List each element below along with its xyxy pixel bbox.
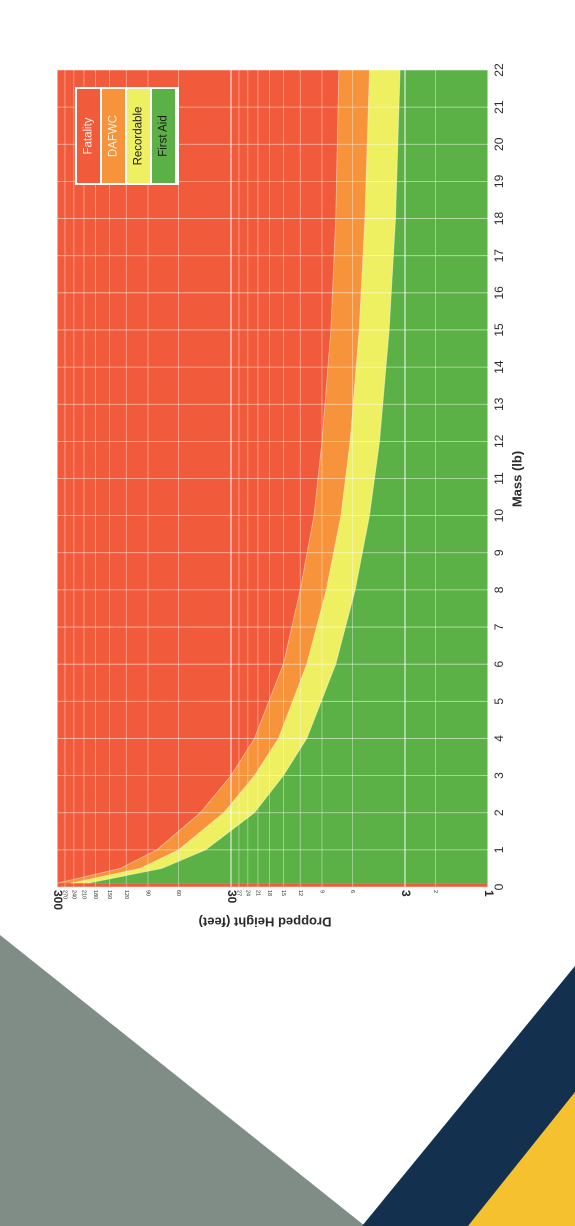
- x-tick-label: 17: [492, 249, 506, 263]
- y-tick-label: 9: [319, 890, 325, 893]
- legend-swatch: [77, 89, 100, 183]
- legend-entry-fatality: Fatality: [83, 117, 95, 154]
- x-tick-label: 16: [492, 286, 506, 300]
- x-tick-label: 19: [492, 174, 506, 188]
- y-tick-label: 180: [92, 890, 98, 899]
- y-tick-label: 24: [244, 890, 250, 896]
- y-tick-label: 12: [297, 890, 303, 896]
- x-tick-label: 6: [492, 661, 506, 668]
- x-tick-label: 4: [492, 735, 506, 742]
- x-tick-label: 1: [492, 846, 506, 853]
- legend-entry-recordable: Recordable: [133, 107, 145, 166]
- x-tick-label: 20: [492, 137, 506, 151]
- y-tick-label: 30: [225, 890, 239, 904]
- grey-band: [0, 935, 365, 1226]
- legend-swatch: [127, 89, 150, 183]
- grid-lines: [56, 69, 489, 888]
- y-tick-label: 240: [70, 890, 76, 899]
- x-tick-label: 7: [492, 623, 506, 630]
- y-tick-label: 3: [399, 890, 413, 897]
- y-tick-label: 300: [51, 890, 65, 910]
- y-tick-label: 90: [145, 890, 151, 896]
- x-axis-label: Mass (lb): [510, 451, 525, 507]
- y-tick-label: 6: [349, 890, 355, 893]
- y-tick-label: 21: [254, 890, 260, 896]
- x-tick-label: 11: [492, 472, 506, 485]
- x-tick-label: 12: [492, 434, 506, 448]
- y-tick-label: 27: [236, 890, 242, 896]
- y-tick-label: 210: [80, 890, 86, 899]
- x-tick-label: 0: [492, 883, 506, 890]
- y-tick-label: 120: [123, 890, 129, 899]
- legend-swatch: [152, 89, 175, 183]
- x-tick-label: 22: [492, 63, 506, 77]
- legend: Fatality DAFWC Recordable First Aid: [75, 87, 179, 185]
- legend-entry-dafwc: DAFWC: [108, 115, 120, 157]
- gold-band: [468, 1092, 575, 1226]
- legend-swatch: [102, 89, 125, 183]
- y-tick-label: 18: [266, 890, 272, 896]
- y-tick-label: 2: [432, 890, 438, 893]
- y-axis-label: Dropped Height (feet): [199, 915, 332, 930]
- x-tick-label: 10: [492, 509, 506, 523]
- x-tick-label: 3: [492, 772, 506, 779]
- x-tick-label: 15: [492, 323, 506, 337]
- zone-first-aid: [87, 70, 488, 884]
- y-tick-label: 1: [482, 890, 496, 897]
- x-tick-label: 8: [492, 586, 506, 593]
- x-tick-label: 5: [492, 698, 506, 705]
- x-tick-label: 13: [492, 397, 506, 411]
- x-tick-label: 14: [492, 360, 506, 374]
- y-tick-label: 270: [62, 890, 68, 899]
- legend-entry-first-aid: First Aid: [158, 115, 170, 157]
- x-tick-label: 2: [492, 809, 506, 816]
- x-tick-label: 18: [492, 212, 506, 226]
- x-tick-label: 21: [492, 100, 506, 114]
- y-tick-label: 15: [280, 890, 286, 896]
- y-tick-label: 60: [175, 890, 181, 896]
- x-tick-label: 9: [492, 549, 506, 556]
- y-tick-label: 150: [106, 890, 112, 899]
